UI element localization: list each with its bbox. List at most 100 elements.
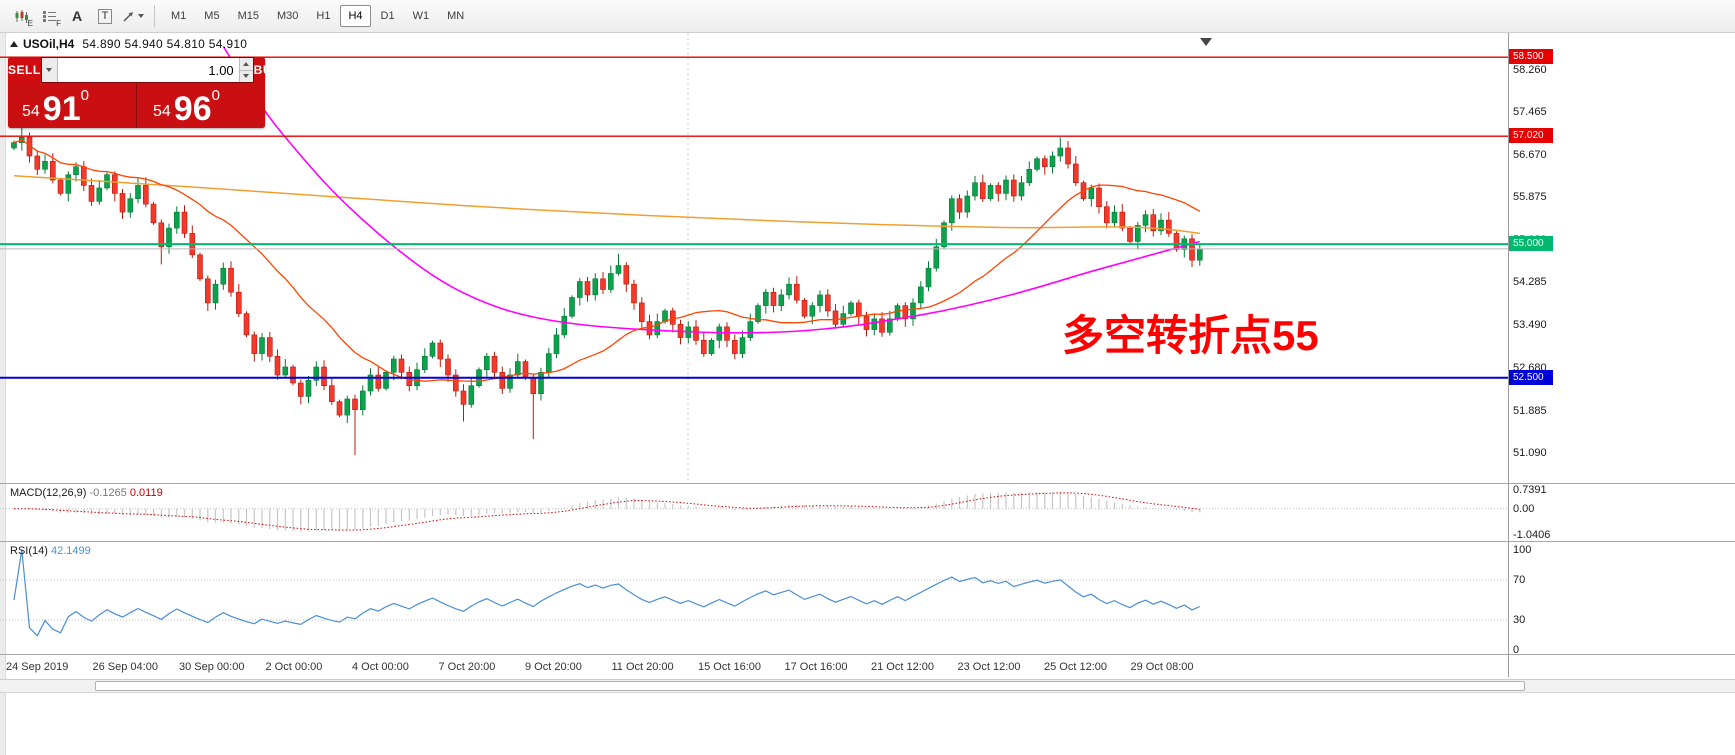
ma-fast-line[interactable] (13, 139, 1201, 383)
candlestick-chart-icon (15, 9, 28, 23)
time-axis-label: 15 Oct 16:00 (698, 661, 761, 673)
main-chart-canvas[interactable] (0, 33, 1735, 483)
window-left-border (0, 33, 6, 755)
list-icon (42, 10, 56, 22)
macd-canvas[interactable] (0, 484, 1735, 541)
time-axis-label: 25 Oct 12:00 (1044, 661, 1107, 673)
template-letter: T (97, 8, 113, 24)
price-axis-label: 57.465 (1513, 106, 1547, 119)
time-axis-label: 21 Oct 12:00 (871, 661, 934, 673)
buy-price-int: 54 (153, 103, 171, 120)
panel-separator[interactable] (0, 483, 1735, 484)
icon-sub-label: F (56, 19, 61, 28)
candles (11, 125, 1203, 456)
objects-list-icon[interactable]: F (36, 4, 62, 28)
price-tag-52.500: 52.500 (1509, 369, 1553, 385)
timeframe-M5[interactable]: M5 (196, 5, 227, 27)
volume-box (40, 57, 254, 83)
rsi-axis-label: 0 (1513, 644, 1520, 656)
timeframe-MN[interactable]: MN (439, 5, 472, 27)
rsi-name: RSI(14) (10, 545, 48, 557)
macd-axis-label: -1.0406 (1513, 529, 1551, 541)
price-axis-label: 51.090 (1513, 447, 1547, 459)
volume-spinner (238, 58, 253, 82)
price-tag-57.020: 57.020 (1509, 128, 1553, 144)
timeframe-H1[interactable]: H1 (308, 5, 338, 27)
rsi-axis-label: 70 (1513, 574, 1526, 586)
rsi-line (13, 549, 1201, 637)
text-tool-icon[interactable]: A (64, 4, 90, 28)
dropdown-caret-icon (138, 14, 144, 18)
draw-tools-icon[interactable] (120, 4, 146, 28)
rsi-label: RSI(14) 42.1499 (10, 545, 91, 557)
price-axis-label: 54.285 (1513, 276, 1547, 289)
timeframe-M1[interactable]: M1 (163, 5, 194, 27)
buy-price[interactable]: 54 96 0 (137, 83, 265, 128)
macd-main-value: -0.1265 (89, 487, 127, 499)
price-axis-label: 53.490 (1513, 318, 1547, 331)
price-axis-label: 51.885 (1513, 404, 1547, 417)
price-tag-58.500: 58.500 (1509, 49, 1553, 65)
rsi-axis-label: 100 (1513, 544, 1532, 556)
ma-slow-line[interactable] (13, 174, 1200, 235)
chart-shift-marker[interactable] (1200, 38, 1212, 46)
price-axis-label: 58.260 (1513, 64, 1547, 76)
volume-input[interactable] (57, 58, 239, 82)
timeframe-M30[interactable]: M30 (269, 5, 306, 27)
time-axis-label: 23 Oct 12:00 (957, 661, 1021, 673)
symbol-label: USOil,H4 (23, 37, 75, 51)
price-axis-line (1508, 33, 1509, 677)
price-tag-55.000: 55.000 (1509, 236, 1553, 252)
volume-dropdown-button[interactable] (41, 58, 58, 82)
price-axis[interactable]: 58.26057.46556.67055.87555.08054.28553.4… (1509, 33, 1735, 693)
sell-price-int: 54 (22, 103, 40, 120)
time-axis-label: 7 Oct 20:00 (438, 661, 496, 673)
collapse-panel-icon[interactable] (10, 41, 18, 47)
template-tool-icon[interactable]: T (92, 4, 118, 28)
macd-label: MACD(12,26,9) -0.1265 0.0119 (10, 487, 163, 499)
chart-window-icon[interactable]: E (8, 4, 34, 28)
arrow-draw-icon (123, 11, 133, 22)
time-axis-label: 30 Sep 00:00 (179, 661, 245, 673)
toolbar: E F A T M1 M5 M15 M30 H1 H4 D1 W1 MN (0, 0, 1735, 33)
toolbar-separator (154, 5, 155, 27)
macd-signal-value: 0.0119 (129, 487, 163, 499)
chart-annotation-text: 多空转折点55 (1062, 312, 1319, 359)
timeframe-W1[interactable]: W1 (405, 5, 438, 27)
time-axis-label: 29 Oct 08:00 (1130, 661, 1194, 673)
price-axis-label: 56.670 (1513, 148, 1547, 161)
time-axis-label: 9 Oct 20:00 (525, 661, 582, 673)
timeframe-group: M1 M5 M15 M30 H1 H4 D1 W1 MN (163, 5, 472, 27)
sell-button[interactable]: SELL (8, 57, 41, 83)
buy-button[interactable]: BUY (253, 57, 265, 83)
timeframe-M15[interactable]: M15 (230, 5, 267, 27)
ohlc-values: 54.890 54.940 54.810 54.910 (82, 37, 248, 51)
horizontal-scrollbar[interactable] (0, 679, 1735, 693)
timeframe-D1[interactable]: D1 (373, 5, 403, 27)
volume-increase-button[interactable] (239, 58, 253, 71)
chart-header: USOil,H4 54.890 54.940 54.810 54.910 (10, 37, 247, 51)
scrollbar-thumb[interactable] (95, 681, 1525, 691)
time-axis-label: 11 Oct 20:00 (611, 661, 674, 673)
macd-histogram (21, 491, 1201, 532)
time-axis-label: 24 Sep 2019 (6, 661, 69, 673)
macd-axis-label: 0.00 (1513, 502, 1535, 515)
panel-separator[interactable] (0, 541, 1735, 542)
rsi-value: 42.1499 (50, 545, 91, 557)
chart-window: USOil,H4 54.890 54.940 54.810 54.910 SEL… (0, 33, 1735, 755)
caret-up-icon (243, 61, 250, 66)
time-axis[interactable]: 24 Sep 2019 26 Sep 04:00 30 Sep 00:00 2 Oct… (0, 659, 1508, 677)
caret-down-icon (46, 68, 53, 72)
panel-separator[interactable] (0, 654, 1735, 655)
time-axis-label: 4 Oct 00:00 (352, 661, 409, 673)
macd-axis-label: 0.7391 (1513, 484, 1547, 496)
time-axis-label: 26 Sep 04:00 (92, 661, 158, 673)
volume-decrease-button[interactable] (239, 70, 253, 82)
time-axis-label: 2 Oct 00:00 (265, 661, 323, 673)
ma-mid-line[interactable] (222, 46, 1201, 334)
sell-price[interactable]: 54 91 0 (8, 83, 136, 128)
macd-signal-line (14, 492, 1200, 531)
timeframe-H4[interactable]: H4 (340, 5, 371, 27)
rsi-canvas[interactable] (0, 542, 1735, 654)
